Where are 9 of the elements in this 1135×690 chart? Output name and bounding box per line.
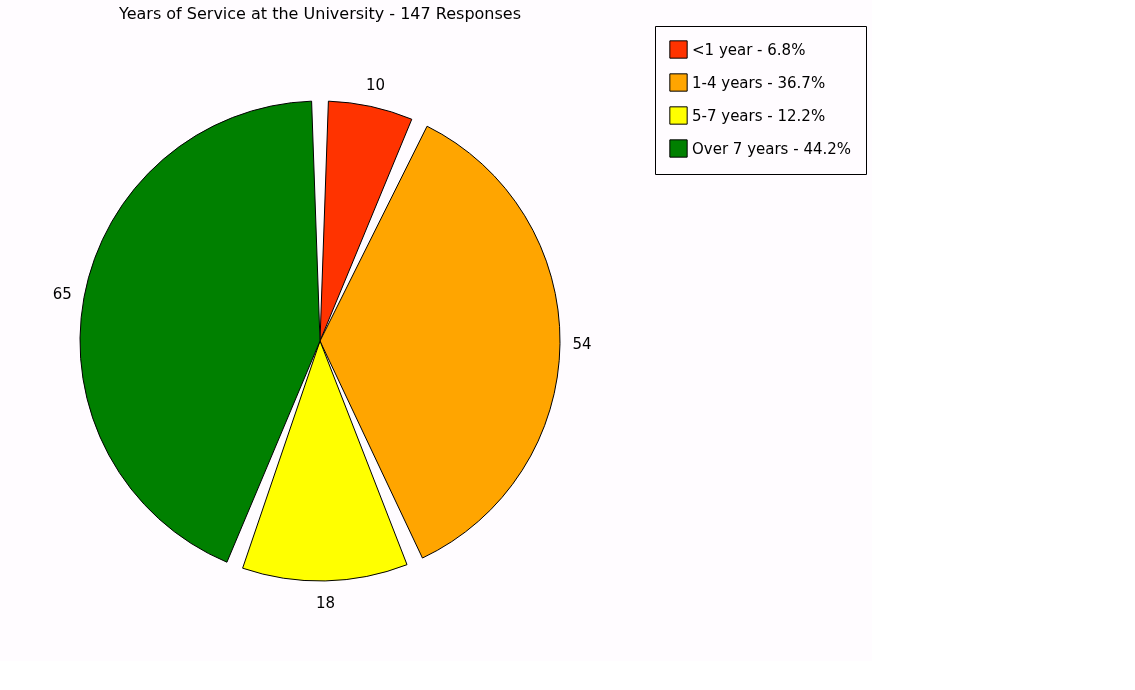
legend-label: 1-4 years - 36.7% [692,73,826,92]
legend-label: 5-7 years - 12.2% [692,106,826,125]
legend-label: <1 year - 6.8% [692,40,806,59]
legend-label: Over 7 years - 44.2% [692,139,852,158]
data-label: 65 [52,284,72,303]
data-label: 54 [572,334,592,353]
data-label: 18 [316,593,336,612]
chart-title: Years of Service at the University - 147 Responses [118,3,521,23]
data-label: 10 [366,75,386,94]
